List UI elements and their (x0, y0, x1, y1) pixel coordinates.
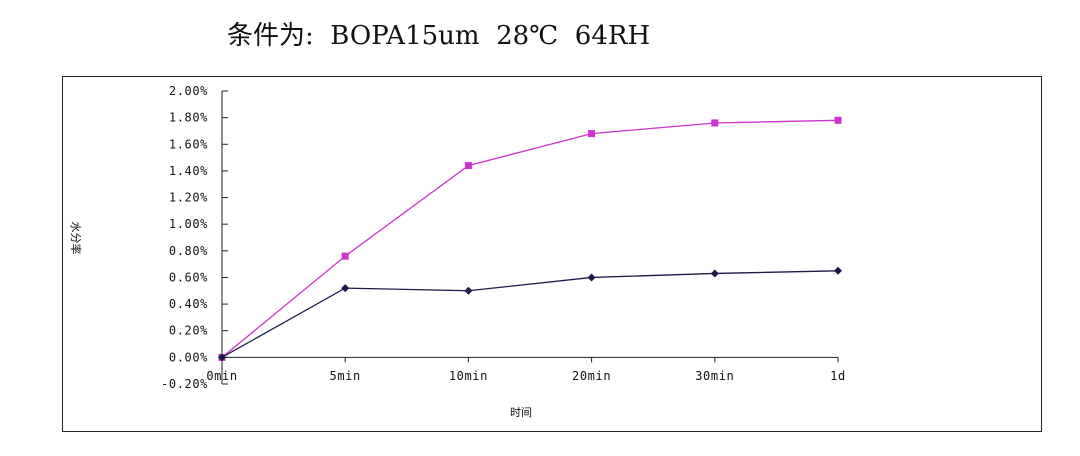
series-2-point (834, 266, 842, 275)
series-line-1 (221, 119, 839, 358)
y-tick-label: 1.60% (169, 137, 208, 151)
x-tick-label: 5min (330, 369, 361, 383)
y-tick-label: 1.20% (169, 191, 208, 205)
x-tick-label: 0min (206, 369, 237, 383)
y-tick-label: -0.20% (161, 377, 208, 391)
series-1-point (341, 252, 349, 260)
x-axis-title: 时间 (510, 406, 532, 419)
series-2-point (710, 269, 719, 278)
series-1-point (464, 162, 472, 170)
chart-title: 条件为: BOPA15um 28℃ 64RH (227, 21, 651, 51)
y-tick-label: 0.80% (169, 244, 208, 258)
y-tick-label: 1.80% (169, 111, 208, 125)
y-tick-label: 0.00% (169, 350, 208, 364)
series-2-point (587, 273, 596, 282)
series-1-point (834, 116, 842, 124)
series-2-point (341, 284, 350, 293)
y-tick-label: 1.40% (169, 164, 208, 178)
y-tick-label: 0.20% (169, 324, 208, 338)
series-2-point (218, 353, 226, 362)
series-2-point (464, 286, 473, 295)
x-tick-label: 10min (449, 369, 488, 383)
chart-frame (62, 76, 1042, 432)
y-axis-title: 水分率 (69, 222, 83, 255)
x-tick-label: 30min (695, 369, 734, 383)
y-tick-label: 1.00% (169, 217, 208, 231)
x-tick-label: 20min (572, 369, 611, 383)
x-tick-label: 1d (830, 369, 846, 383)
series-1-point (588, 130, 596, 138)
series-1-point (711, 119, 719, 127)
y-tick-label: 2.00% (169, 84, 208, 98)
series-line-2 (221, 270, 839, 358)
y-tick-label: 0.60% (169, 270, 208, 284)
y-tick-label: 0.40% (169, 297, 208, 311)
